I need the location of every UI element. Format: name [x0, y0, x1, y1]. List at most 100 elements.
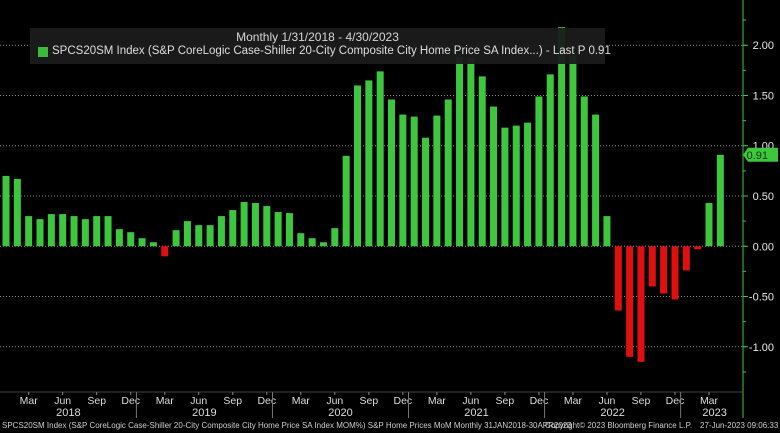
- x-tick-label: Sep: [223, 395, 242, 407]
- bar: [127, 232, 135, 247]
- chart-title: Monthly 1/31/2018 - 4/30/2023: [236, 30, 399, 44]
- bar: [274, 212, 282, 247]
- bar: [535, 96, 543, 247]
- bar: [2, 175, 10, 247]
- bar: [580, 96, 588, 247]
- x-tick-label: Jun: [598, 395, 615, 407]
- x-tick-label: Sep: [496, 395, 515, 407]
- bar: [524, 122, 532, 247]
- x-tick-label: Dec: [394, 395, 413, 407]
- x-tick-label: Jun: [462, 395, 479, 407]
- bar: [217, 216, 225, 247]
- x-tick-label: Mar: [700, 395, 719, 407]
- bar: [490, 106, 498, 247]
- year-label: 2023: [702, 407, 726, 419]
- bar: [626, 246, 634, 357]
- year-label: 2020: [328, 407, 352, 419]
- year-label: 2018: [56, 407, 80, 419]
- x-tick-label: Jun: [54, 395, 71, 407]
- bar: [388, 99, 396, 247]
- bar: [206, 225, 214, 247]
- bar: [467, 58, 475, 247]
- bar: [694, 246, 702, 250]
- bar: [263, 206, 271, 247]
- bar: [637, 246, 645, 362]
- legend: Monthly 1/31/2018 - 4/30/2023 SPCS20SM I…: [30, 28, 611, 64]
- bar: [399, 114, 407, 247]
- footer: SPCS20SM Index (S&P CoreLogic Case-Shill…: [0, 418, 780, 433]
- bar: [93, 216, 101, 247]
- bar: [104, 216, 112, 247]
- footer-copyright: Copyright© 2023 Bloomberg Finance L.P.: [545, 421, 693, 430]
- bar: [13, 178, 21, 247]
- x-tick-label: Sep: [632, 395, 651, 407]
- bar: [138, 238, 146, 247]
- bar: [47, 214, 55, 247]
- x-tick-label: Dec: [121, 395, 140, 407]
- x-tick-label: Dec: [257, 395, 276, 407]
- bar: [410, 116, 418, 247]
- y-tick-label: -1.00: [749, 342, 774, 354]
- bar: [149, 242, 157, 247]
- bar: [512, 125, 520, 247]
- bar: [456, 57, 464, 247]
- bar: [592, 114, 600, 247]
- bar: [36, 219, 44, 247]
- x-axis: Mar Jun Sep Dec Mar Jun Sep Dec Mar Jun Sep Dec Mar J…: [0, 391, 743, 419]
- x-tick-label: Jun: [190, 395, 207, 407]
- footer-source: SPCS20SM Index (S&P CoreLogic Case-Shill…: [2, 421, 572, 430]
- bar: [353, 85, 361, 247]
- bar: [59, 214, 67, 247]
- bar: [660, 246, 668, 294]
- bar: [433, 115, 441, 247]
- x-tick-label: Mar: [292, 395, 311, 407]
- bar: [705, 203, 713, 247]
- bar: [81, 219, 89, 247]
- bar: [603, 216, 611, 247]
- bar: [444, 99, 452, 247]
- bar: [297, 233, 305, 247]
- bar: [569, 55, 577, 247]
- x-tick-label: Sep: [359, 395, 378, 407]
- bar: [331, 228, 339, 247]
- x-tick-label: Dec: [530, 395, 549, 407]
- x-tick-label: Mar: [20, 395, 39, 407]
- footer-timestamp: 27-Jun-2023 09:06:33: [700, 421, 779, 430]
- y-tick-label: 2.00: [753, 40, 774, 52]
- bar: [25, 216, 33, 247]
- bar: [716, 154, 724, 247]
- x-tick-label: Mar: [156, 395, 175, 407]
- bars: [2, 27, 724, 362]
- y-tick-label: 0.00: [753, 241, 774, 253]
- y-tick-label: 1.50: [753, 90, 774, 102]
- bar: [376, 71, 384, 247]
- bar: [308, 238, 316, 247]
- x-tick-label: Sep: [87, 395, 106, 407]
- year-label: 2019: [192, 407, 216, 419]
- bar: [682, 246, 690, 271]
- bar: [240, 202, 248, 247]
- bar: [365, 80, 373, 247]
- x-tick-label: Mar: [428, 395, 447, 407]
- legend-label: SPCS20SM Index (S&P CoreLogic Case-Shill…: [52, 45, 611, 57]
- bar: [251, 203, 259, 247]
- y-tick-label: -0.50: [749, 292, 774, 304]
- bar: [183, 221, 191, 247]
- bar: [671, 246, 679, 300]
- x-tick-label: Jun: [326, 395, 343, 407]
- bar: [478, 76, 486, 247]
- last-value-label: 0.91: [747, 150, 768, 162]
- bar: [285, 213, 293, 247]
- bar: [70, 216, 78, 247]
- bar: [161, 246, 169, 257]
- bar: [172, 230, 180, 247]
- x-tick-label: Mar: [564, 395, 583, 407]
- bar: [342, 155, 350, 247]
- year-label: 2021: [464, 407, 488, 419]
- year-label: 2022: [600, 407, 624, 419]
- bar: [229, 210, 237, 247]
- x-tick-label: Dec: [666, 395, 685, 407]
- bar: [648, 246, 656, 287]
- bar: [501, 127, 509, 247]
